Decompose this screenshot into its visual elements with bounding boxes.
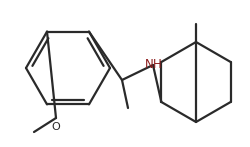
Text: O: O xyxy=(52,122,60,132)
Text: H: H xyxy=(153,58,162,71)
Text: N: N xyxy=(145,58,154,71)
